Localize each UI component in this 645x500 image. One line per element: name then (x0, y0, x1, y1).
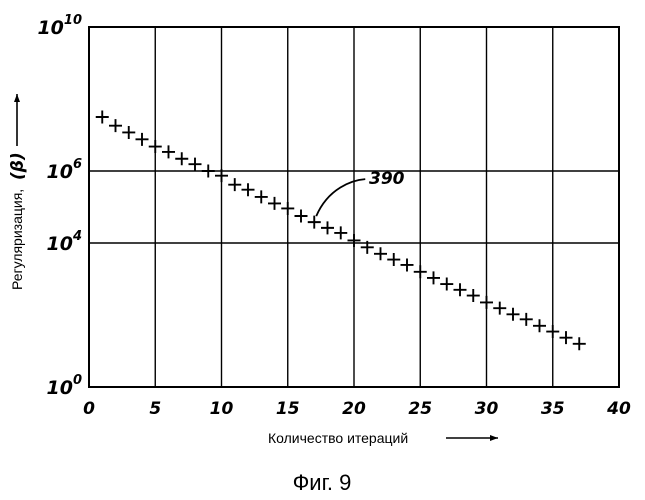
data-point (122, 126, 135, 139)
x-tick-label: 10 (210, 399, 234, 419)
data-point (414, 265, 427, 278)
y-tick-label: 106 (47, 157, 83, 183)
data-point (560, 331, 573, 344)
data-point (189, 158, 202, 171)
data-point (480, 296, 493, 309)
x-tick-label: 0 (83, 399, 95, 419)
data-point (387, 253, 400, 266)
data-point (149, 140, 162, 153)
y-tick-label: 1010 (37, 13, 82, 39)
annotation-leader (316, 179, 365, 216)
data-point (308, 216, 321, 229)
data-points (96, 111, 586, 351)
y-tick-labels: 100 104 106 1010 (37, 13, 82, 399)
data-point (136, 133, 149, 146)
data-point (268, 197, 281, 210)
data-point (401, 258, 414, 271)
y-axis-symbol: (β) (8, 152, 28, 180)
x-tick-label: 15 (276, 399, 300, 419)
data-point (162, 145, 175, 158)
x-tick-label: 5 (149, 399, 161, 419)
data-point (295, 210, 308, 223)
x-axis-arrowhead (490, 435, 498, 441)
data-point (321, 221, 334, 234)
data-point (281, 202, 294, 215)
data-point (228, 178, 241, 191)
data-point (546, 325, 559, 338)
y-tick-label: 104 (47, 229, 83, 255)
y-tick-label: 100 (47, 373, 83, 399)
data-point (202, 165, 215, 178)
data-point (533, 319, 546, 332)
x-tick-label: 35 (541, 399, 565, 419)
x-tick-label: 25 (408, 399, 432, 419)
annotation-label: 390 (369, 169, 405, 189)
data-point (454, 283, 467, 296)
data-point (507, 308, 520, 321)
data-point (374, 247, 387, 260)
data-point (255, 190, 268, 203)
data-point (493, 302, 506, 315)
data-point (440, 278, 453, 291)
x-tick-label: 20 (342, 399, 366, 419)
data-point (242, 183, 255, 196)
data-point (520, 313, 533, 326)
data-point (348, 234, 361, 247)
y-axis-arrowhead (14, 94, 20, 102)
data-point (467, 289, 480, 302)
data-point (334, 226, 347, 239)
data-point (427, 271, 440, 284)
y-axis-label: Регуляризация, (9, 189, 25, 290)
data-point (175, 152, 188, 165)
data-point (573, 337, 586, 350)
figure-caption: Фиг. 9 (293, 470, 352, 495)
data-point (96, 111, 109, 124)
x-tick-label: 30 (475, 399, 499, 419)
x-tick-labels: 0 5 10 15 20 25 30 35 40 (83, 399, 631, 419)
x-tick-label: 40 (606, 399, 631, 419)
chart-grid (89, 27, 619, 387)
x-axis-label: Количество итераций (268, 430, 408, 446)
data-point (109, 119, 122, 132)
